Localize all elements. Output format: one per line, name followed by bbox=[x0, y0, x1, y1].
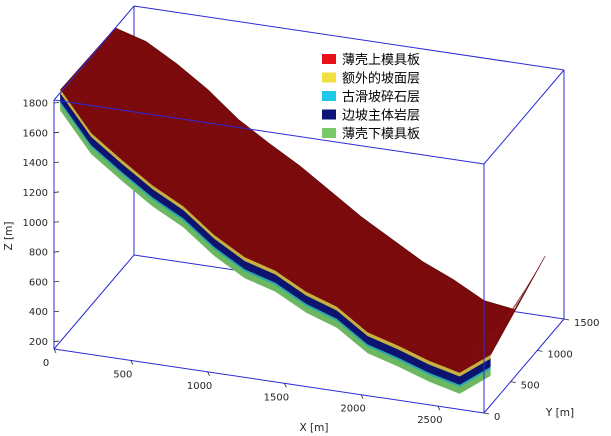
x-tick-mark bbox=[283, 383, 287, 388]
z-tick-mark bbox=[53, 161, 60, 164]
x-tick-mark bbox=[437, 405, 441, 411]
y-tick-mark bbox=[483, 412, 490, 415]
axis-ticks: 200 400 600 800 1000 1200 1400 1600 1800 0 500 1000… bbox=[23, 98, 600, 426]
legend-label: 额外的坡面层 bbox=[342, 71, 420, 87]
z-tick-label: 200 bbox=[29, 337, 48, 348]
z-tick-label: 800 bbox=[29, 248, 48, 259]
x-tick-mark bbox=[130, 360, 134, 365]
z-tick-mark bbox=[53, 310, 60, 313]
z-tick-mark bbox=[53, 131, 60, 134]
legend-label: 薄壳下模具板 bbox=[342, 127, 420, 142]
legend-label: 薄壳上模具板 bbox=[342, 53, 420, 68]
surface-hatch-line bbox=[71, 77, 502, 361]
box-edge-front-top bbox=[53, 99, 485, 165]
z-tick-label: 600 bbox=[29, 277, 48, 288]
legend-swatch bbox=[322, 128, 336, 138]
y-tick-label: 1500 bbox=[574, 318, 599, 329]
x-tick-label: 2000 bbox=[340, 404, 365, 415]
y-tick-mark bbox=[537, 349, 543, 352]
legend-label: 边坡主体岩层 bbox=[342, 109, 420, 124]
box-edge-back-top bbox=[133, 5, 565, 71]
legend-label: 古滑坡碎石层 bbox=[342, 90, 420, 105]
y-tick-label: 500 bbox=[521, 381, 540, 392]
y-axis-label: Y [m] bbox=[545, 407, 574, 419]
box-edge-right-bottom bbox=[483, 318, 565, 414]
z-tick-mark bbox=[53, 340, 60, 342]
z-tick-mark bbox=[53, 281, 60, 283]
legend-swatch bbox=[322, 91, 336, 101]
legend-swatch bbox=[322, 54, 336, 64]
z-tick-mark bbox=[53, 221, 60, 223]
z-tick-mark bbox=[53, 251, 60, 253]
box-edge-right-top bbox=[483, 69, 565, 165]
surface-hatch-line bbox=[98, 46, 530, 329]
x-tick-label: 2500 bbox=[417, 415, 442, 426]
surface-hatch-line bbox=[82, 64, 513, 348]
y-tick-mark bbox=[510, 381, 516, 384]
x-axis-label: X [m] bbox=[300, 422, 329, 434]
slope-surface bbox=[60, 27, 546, 394]
z-tick-mark bbox=[53, 102, 60, 104]
x-tick-mark bbox=[360, 394, 364, 399]
surface-hatch-line bbox=[109, 33, 541, 317]
z-tick-label: 1600 bbox=[23, 128, 48, 139]
box-edge-left-bottom bbox=[53, 254, 135, 350]
x-tick-label: 1000 bbox=[187, 381, 212, 392]
surface-hatch-line bbox=[65, 83, 497, 367]
x-tick-mark bbox=[207, 371, 210, 377]
surface-hatch-line bbox=[87, 58, 519, 342]
layer-extra-slope bbox=[60, 89, 491, 377]
y-tick-label: 1000 bbox=[547, 349, 572, 360]
box-edge-left-top bbox=[53, 5, 135, 101]
z-tick-label: 1200 bbox=[23, 188, 48, 199]
z-tick-label: 1800 bbox=[23, 98, 48, 109]
legend-swatch bbox=[322, 72, 336, 83]
surface-hatch-line bbox=[93, 52, 524, 336]
z-axis-label: Z [m] bbox=[3, 222, 15, 251]
surface-top-shell bbox=[60, 27, 546, 374]
x-tick-label: 500 bbox=[113, 369, 132, 380]
z-tick-label: 400 bbox=[29, 307, 48, 318]
surface-hatch-line bbox=[76, 71, 508, 355]
surface-hatch-line bbox=[104, 40, 535, 323]
z-tick-mark bbox=[53, 191, 60, 193]
z-tick-label: 1000 bbox=[23, 218, 48, 229]
y-tick-label: 0 bbox=[494, 412, 500, 423]
y-tick-mark bbox=[563, 318, 570, 321]
legend-swatch bbox=[322, 109, 336, 120]
x-tick-label: 0 bbox=[43, 358, 49, 369]
x-tick-label: 1500 bbox=[264, 392, 289, 403]
x-tick-mark bbox=[53, 348, 57, 354]
axes-box-front bbox=[53, 5, 565, 414]
box-edge-front-bottom bbox=[53, 348, 485, 414]
z-tick-label: 1400 bbox=[23, 158, 48, 169]
